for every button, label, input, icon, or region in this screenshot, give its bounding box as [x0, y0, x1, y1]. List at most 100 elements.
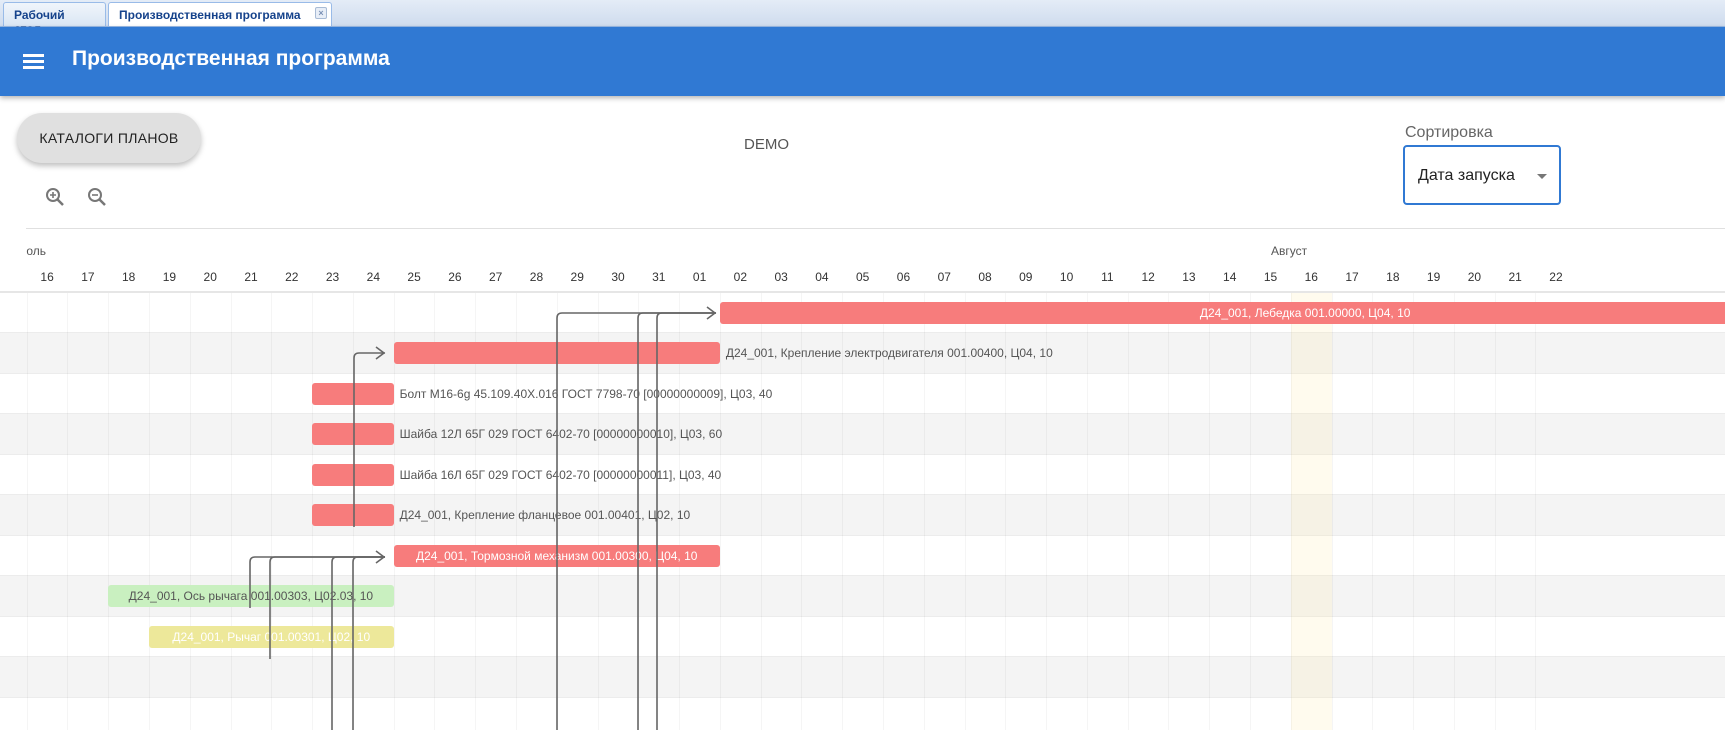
sort-select[interactable]: Дата запуска — [1403, 145, 1561, 205]
task-bar[interactable]: Шайба 12Л 65Г 029 ГОСТ 6402-70 [00000000… — [312, 423, 722, 445]
day-label: 04 — [815, 270, 829, 284]
hamburger-icon[interactable] — [23, 54, 44, 69]
grid-line — [1209, 293, 1211, 730]
gantt-row — [0, 495, 1725, 536]
day-label: 23 — [325, 270, 340, 284]
day-label: 30 — [611, 270, 625, 284]
link-line — [637, 312, 716, 730]
app-bar: Производственная программа — [0, 27, 1725, 96]
grid-line — [1494, 293, 1496, 730]
grid-line — [1290, 293, 1292, 730]
day-label: 29 — [570, 270, 584, 284]
grid-line — [1413, 293, 1415, 730]
day-label: 09 — [1019, 270, 1033, 284]
grid-line — [148, 293, 150, 730]
gantt-row — [0, 333, 1725, 374]
grid-line — [679, 293, 681, 730]
grid-line — [67, 293, 69, 730]
day-label: 10 — [1059, 270, 1074, 284]
gantt-row — [0, 293, 1725, 333]
day-label: 01 — [692, 270, 707, 284]
task-label: Д24_001, Рычаг 001.00301, Ц02, 10 — [172, 629, 371, 644]
day-label: 02 — [733, 270, 748, 284]
day-label: 17 — [81, 270, 95, 284]
grid-line — [108, 293, 110, 730]
task-label: Болт М16-6g 45.109.40Х.016 ГОСТ 7798-70 … — [399, 386, 773, 401]
day-label: 31 — [652, 270, 666, 284]
dependency-links — [249, 306, 717, 730]
close-icon[interactable]: × — [315, 7, 327, 19]
task-bar[interactable]: Болт М16-6g 45.109.40Х.016 ГОСТ 7798-70 … — [312, 382, 772, 405]
grid-line — [475, 293, 477, 730]
grid-line — [842, 293, 844, 730]
day-label: 16 — [1304, 270, 1318, 284]
zoom-out-icon[interactable] — [86, 186, 108, 208]
header-divider — [0, 291, 1725, 293]
day-label: 27 — [488, 270, 503, 284]
plan-catalogs-button[interactable]: КАТАЛОГИ ПЛАНОВ — [17, 113, 201, 163]
grid-line — [1453, 293, 1455, 730]
grid-line — [597, 293, 599, 730]
grid-line — [1005, 293, 1007, 730]
tab-desktop[interactable]: Рабочий стол — [3, 2, 106, 36]
task-bar[interactable]: Д24_001, Крепление фланцевое 001.00401, … — [312, 504, 690, 526]
day-label: 19 — [1426, 270, 1441, 284]
task-label: Д24_001, Крепление фланцевое 001.00401, … — [399, 508, 691, 522]
day-label: 07 — [937, 270, 951, 284]
tab-production-program[interactable]: Производственная программа × — [108, 2, 332, 26]
day-label: 28 — [529, 270, 544, 284]
gantt-row — [0, 657, 1725, 698]
link-line — [656, 312, 716, 730]
day-label: 18 — [1386, 270, 1400, 284]
task-bar[interactable]: Шайба 16Л 65Г 029 ГОСТ 6402-70 [00000000… — [312, 463, 721, 486]
day-label: 22 — [285, 270, 299, 284]
grid-line — [434, 293, 436, 730]
task-bar[interactable]: Д24_001, Лебедка 001.00000, Ц04, 10 — [719, 301, 1725, 324]
task-label: Д24_001, Крепление электродвигателя 001.… — [725, 346, 1053, 360]
grid-line — [882, 293, 884, 730]
link-line — [331, 556, 385, 730]
gantt-row — [0, 374, 1725, 414]
demo-label: DEMO — [744, 136, 789, 153]
grid-line — [719, 293, 721, 730]
grid-line — [1372, 293, 1374, 730]
caret-down-icon — [1537, 174, 1547, 179]
day-label: 13 — [1182, 270, 1196, 284]
grid-line — [1127, 293, 1129, 730]
link-line — [352, 556, 385, 730]
month-august: Август — [1271, 244, 1308, 258]
day-label: 18 — [121, 270, 136, 284]
day-label: 20 — [1467, 270, 1482, 284]
day-label: 24 — [366, 270, 380, 284]
day-label: 21 — [244, 270, 258, 284]
grid-line — [801, 293, 803, 730]
day-label: 08 — [978, 270, 992, 284]
day-label: 12 — [1141, 270, 1155, 284]
day-label: 15 — [1263, 270, 1278, 284]
day-label: 11 — [1101, 270, 1114, 284]
grid-line — [760, 293, 762, 730]
page-title: Производственная программа — [72, 47, 390, 70]
day-label: 17 — [1345, 270, 1359, 284]
gantt-chart: оль Август 16 17 18 19 20 21 22 23 24 25 26 27 28 29 3… — [0, 229, 1725, 730]
day-label: 26 — [448, 270, 462, 284]
gantt-row — [0, 414, 1725, 455]
link-line — [353, 352, 385, 527]
day-label: 03 — [774, 270, 788, 284]
gantt-row — [0, 455, 1725, 495]
gantt-row — [0, 617, 1725, 657]
grid-line — [1331, 293, 1333, 730]
day-label: 20 — [203, 270, 217, 284]
task-bar[interactable]: Д24_001, Ось рычага 001.00303, Ц02.03, 1… — [108, 585, 394, 607]
task-label: Д24_001, Лебедка 001.00000, Ц04, 10 — [1199, 305, 1411, 320]
day-label: 16 — [40, 270, 54, 284]
sort-value: Дата запуска — [1418, 167, 1515, 184]
day-label: 25 — [407, 270, 421, 284]
grid-line — [1168, 293, 1170, 730]
grid-line — [26, 293, 28, 730]
tab-bar: Рабочий стол Производственная программа × — [0, 0, 1725, 36]
day-label: 05 — [856, 270, 870, 284]
task-label: Шайба 12Л 65Г 029 ГОСТ 6402-70 [00000000… — [399, 427, 723, 441]
zoom-in-icon[interactable] — [44, 186, 66, 208]
grid-line — [1535, 293, 1537, 730]
